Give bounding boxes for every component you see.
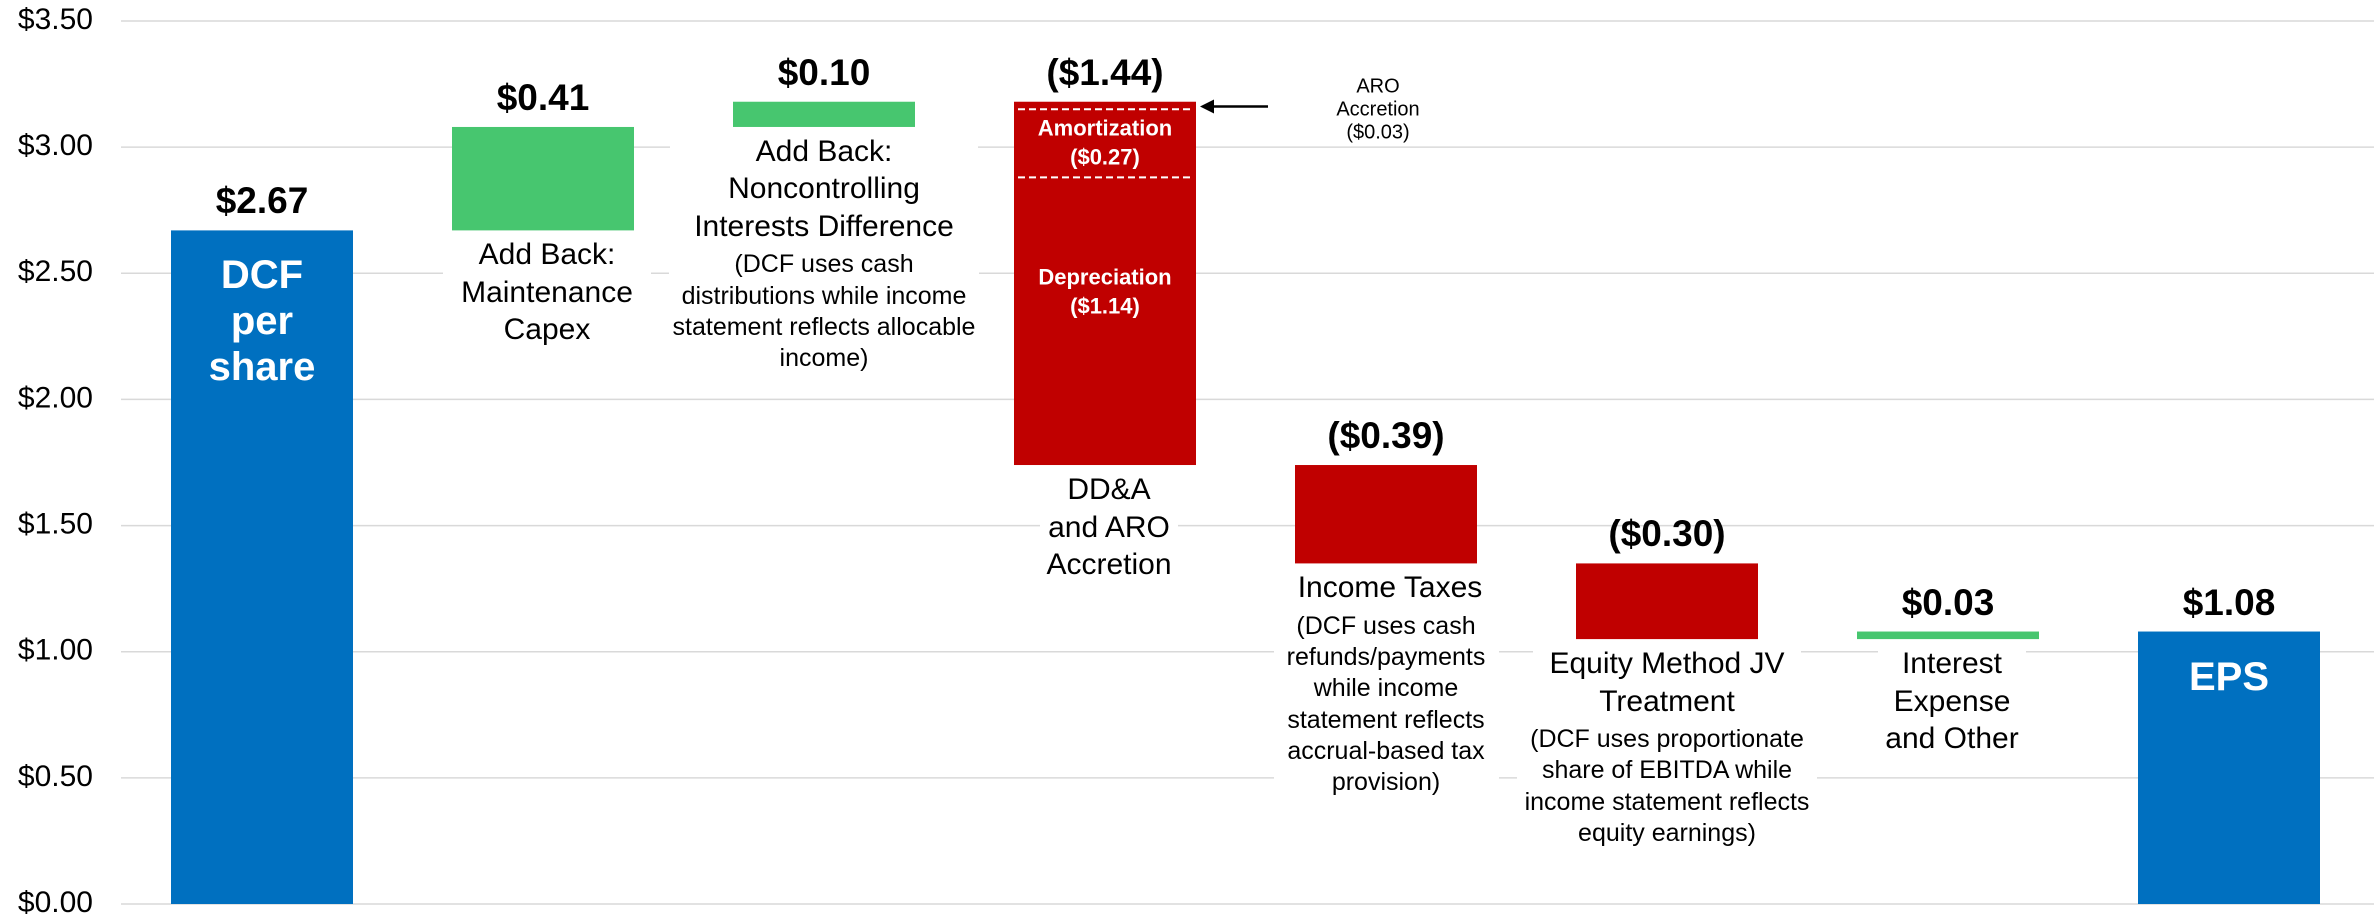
value-label: ($0.30) (1608, 513, 1726, 555)
bar (1014, 101, 1196, 466)
callout: ARO Accretion ($0.03) (1333, 75, 1423, 145)
segment-label: Amortization ($0.27) (1038, 115, 1172, 172)
value-label: $0.03 (1901, 581, 1995, 623)
bar (452, 126, 634, 231)
y-tick-label: $2.00 (18, 381, 93, 414)
y-tick-label: $0.00 (18, 886, 93, 917)
category-block: Add Back: Noncontrolling Interests Diffe… (669, 132, 979, 375)
category-block: Interest Expense and Other (1878, 645, 2026, 758)
bar (2138, 631, 2320, 904)
category-note: (DCF uses proportionate share of EBITDA … (1517, 724, 1817, 850)
category-label: DD&A and ARO Accretion (1040, 471, 1178, 584)
segment-value: ($1.14) (1070, 293, 1140, 319)
category-label: Add Back: Maintenance Capex (443, 236, 651, 349)
bar (1576, 563, 1758, 640)
category-label: Income Taxes (1266, 569, 1514, 607)
value-label: $0.41 (496, 76, 590, 118)
value-label: ($1.44) (1046, 51, 1164, 93)
callout-name: ARO Accretion (1336, 75, 1420, 121)
category-block: DD&A and ARO Accretion (1040, 471, 1178, 584)
y-tick-label: $3.00 (18, 129, 93, 162)
segment-label: Depreciation ($1.14) (1038, 264, 1171, 321)
category-note: (DCF uses cash distributions while incom… (669, 249, 979, 375)
value-label: $1.08 (2182, 581, 2276, 623)
category-label: Interest Expense and Other (1878, 645, 2026, 758)
y-tick-label: $1.00 (18, 634, 93, 667)
bar (1295, 465, 1477, 564)
callout-value: ($0.03) (1346, 121, 1410, 144)
segment-name: Amortization (1037, 115, 1173, 141)
value-label: $0.10 (777, 51, 871, 93)
y-tick-label: $2.50 (18, 255, 93, 288)
bar (1857, 631, 2039, 640)
y-tick-label: $3.50 (18, 3, 93, 36)
category-label: Add Back: Noncontrolling Interests Diffe… (670, 132, 978, 246)
category-label: EPS (2188, 654, 2270, 699)
callout-arrowhead (1200, 99, 1214, 114)
y-tick-label: $0.50 (18, 760, 93, 793)
bar (733, 101, 915, 127)
bar (171, 230, 353, 904)
value-label: $2.67 (215, 180, 309, 222)
segment-name: Depreciation (1038, 264, 1172, 290)
category-label: DCF per share (208, 253, 316, 390)
category-block: Income Taxes (DCF uses cash refunds/payme… (1266, 569, 1514, 799)
category-note: (DCF uses cash refunds/payments while in… (1273, 610, 1499, 799)
y-tick-label: $1.50 (18, 507, 93, 540)
value-label: ($0.39) (1327, 414, 1445, 456)
segment-value: ($0.27) (1070, 144, 1140, 170)
category-block: Equity Method JV Treatment (DCF uses prop… (1517, 645, 1817, 850)
category-block: Add Back: Maintenance Capex (443, 236, 651, 349)
category-label: Equity Method JV Treatment (1533, 645, 1801, 721)
